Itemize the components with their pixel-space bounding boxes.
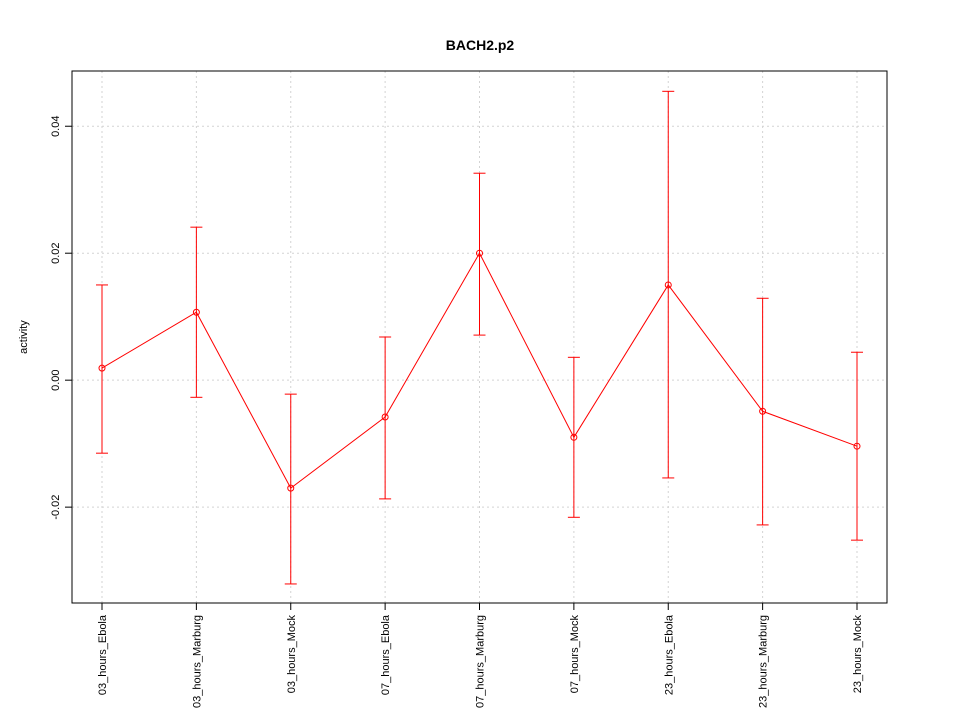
data-point bbox=[476, 249, 483, 257]
y-tick-label: 0.00 bbox=[50, 369, 62, 390]
data-point bbox=[192, 308, 200, 316]
y-tick-label: -0.02 bbox=[50, 495, 62, 520]
x-tick-label: 07_hours_Marburg bbox=[475, 615, 487, 708]
y-tick-label: 0.04 bbox=[50, 116, 62, 137]
data-point bbox=[759, 407, 767, 415]
chart-title: BACH2.p2 bbox=[446, 37, 515, 53]
grid bbox=[72, 71, 887, 603]
data-point bbox=[381, 413, 389, 421]
x-tick-label: 07_hours_Mock bbox=[569, 615, 581, 694]
x-tick-label: 23_hours_Marburg bbox=[758, 615, 770, 708]
plot-frame bbox=[71, 70, 888, 604]
data-point bbox=[664, 281, 672, 289]
axes: -0.02 0.00 0.02 0.04 03_hours_Ebola 03_hours_… bbox=[50, 116, 864, 708]
y-tick-label: 0.02 bbox=[50, 242, 62, 263]
x-tick-label: 23_hours_Ebola bbox=[663, 614, 675, 695]
data-point bbox=[287, 484, 295, 492]
marks bbox=[96, 90, 863, 585]
data-point bbox=[853, 442, 861, 450]
data-point bbox=[570, 433, 578, 441]
y-axis-label: activity bbox=[18, 320, 30, 354]
x-tick-label: 03_hours_Ebola bbox=[97, 614, 109, 695]
x-tick-label: 03_hours_Marburg bbox=[191, 615, 203, 708]
data-point bbox=[98, 364, 106, 372]
x-tick-label: 23_hours_Mock bbox=[852, 615, 864, 694]
x-tick-label: 03_hours_Mock bbox=[286, 615, 298, 694]
series-line bbox=[101, 252, 858, 489]
x-tick-label: 07_hours_Ebola bbox=[380, 614, 392, 695]
